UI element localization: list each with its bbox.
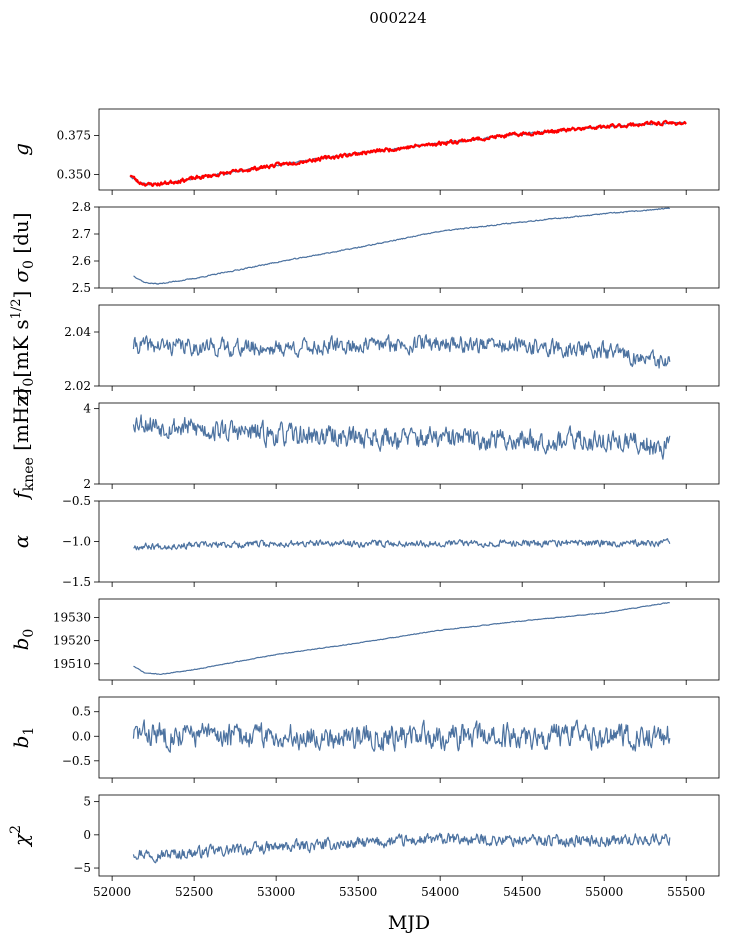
ytick-label-sigma0-mk: 2.04 — [64, 325, 91, 339]
axes-frame-sigma0-mk — [98, 304, 720, 387]
y-axis-label-alpha: α — [9, 534, 33, 548]
xtick-label: 55500 — [667, 885, 705, 899]
ytick-label-chi2: −5 — [73, 861, 91, 875]
xtick-label: 53000 — [257, 885, 295, 899]
ytick-label-b1: −0.5 — [62, 754, 91, 768]
ytick-label-sigma0-du: 2.6 — [72, 254, 91, 268]
panel-b1: −0.5 0.0 0.5 b1 — [9, 696, 720, 783]
ytick-label-chi2: 0 — [83, 828, 91, 842]
panel-alpha: −1.5 −1.0 −0.5 α — [9, 494, 720, 589]
panel-sigma0-du: 2.5 2.6 2.7 2.8 σ0 [du] — [9, 200, 720, 295]
ytick-label-b1: 0.0 — [72, 729, 91, 743]
xtick-label: 52000 — [93, 885, 131, 899]
series-g-fit — [129, 119, 687, 187]
axes-frame-b1 — [98, 696, 720, 779]
series-alpha-data — [133, 538, 671, 551]
ytick-label-alpha: −0.5 — [62, 494, 91, 508]
y-axis-label-chi2: χ2 — [8, 825, 33, 848]
panel-sigma0-mk: 2.02 2.04 σ0[mK s1/2] — [9, 291, 720, 401]
y-axis-label-g: g — [9, 143, 33, 156]
ytick-label-g: 0.375 — [57, 128, 91, 142]
series-sigma0-du-data — [133, 207, 670, 285]
axes-frame-chi2 — [98, 794, 720, 877]
panels: 0.350 0.375 g 2.5 2.6 2.7 2.8 σ0 [du] 2.02 2.04 σ0… — [8, 108, 720, 899]
xtick-label: 54000 — [421, 885, 459, 899]
panel-b0: 19510 19520 19530 b0 — [9, 598, 720, 685]
panel-fknee: 2 4 fknee [mHz] — [9, 388, 720, 501]
panel-chi2: −5 0 5 52000 52500 53000 53500 54000 54500 55000 5… — [8, 794, 720, 899]
series-fknee-data — [132, 414, 671, 460]
ytick-label-sigma0-mk: 2.02 — [64, 379, 91, 393]
ytick-label-fknee: 4 — [83, 402, 91, 416]
axes-frame-g — [98, 108, 720, 191]
x-axis-label: MJD — [388, 912, 430, 934]
xtick-label: 52500 — [175, 885, 213, 899]
ytick-label-g: 0.350 — [57, 167, 91, 181]
xtick-label: 53500 — [339, 885, 377, 899]
panel-g: 0.350 0.375 g — [9, 108, 720, 195]
xtick-label: 55000 — [585, 885, 623, 899]
ytick-label-b1: 0.5 — [72, 705, 91, 719]
ytick-label-b0: 19520 — [53, 634, 91, 648]
ytick-label-alpha: −1.5 — [62, 575, 91, 589]
axes-frame-fknee — [98, 402, 720, 485]
figure-title: 000224 — [369, 9, 426, 27]
y-axis-label-sigma0-du: σ0 [du] — [9, 212, 37, 282]
y-axis-label-b0: b0 — [9, 629, 37, 651]
axes-frame-b0 — [98, 598, 720, 681]
ytick-label-sigma0-du: 2.8 — [72, 200, 91, 214]
y-axis-label-fknee: fknee [mHz] — [9, 388, 37, 500]
series-chi2-data — [132, 832, 671, 864]
ytick-label-fknee: 2 — [83, 477, 91, 491]
ytick-label-chi2: 5 — [83, 795, 91, 809]
ytick-label-sigma0-du: 2.7 — [72, 227, 91, 241]
ytick-label-alpha: −1.0 — [62, 535, 91, 549]
series-b0-data — [133, 602, 670, 676]
ytick-label-sigma0-du: 2.5 — [72, 281, 91, 295]
y-axis-label-sigma0-mk: σ0[mK s1/2] — [9, 291, 37, 401]
xtick-label: 54500 — [503, 885, 541, 899]
series-b1-data — [132, 719, 671, 753]
ytick-label-b0: 19530 — [53, 611, 91, 625]
series-sigma0-mk-data — [132, 334, 671, 369]
axes-frame-sigma0-du — [98, 206, 720, 289]
ytick-label-b0: 19510 — [53, 657, 91, 671]
y-axis-label-b1: b1 — [9, 727, 37, 749]
